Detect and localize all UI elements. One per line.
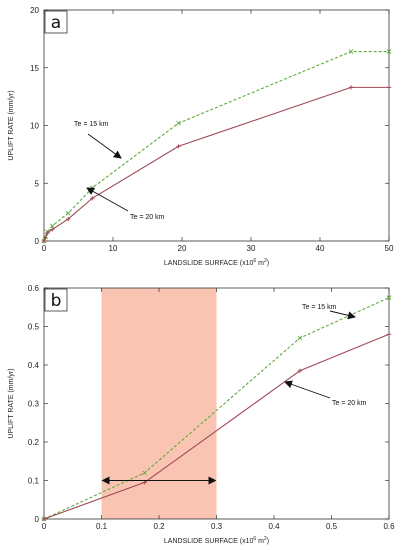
x-axis-label-part: m [256, 538, 264, 545]
x-tick-label: 0.6 [383, 522, 395, 531]
series-point-1 [297, 368, 303, 373]
x-axis-label-part: 2 [264, 258, 267, 264]
panel-label: a [51, 13, 61, 33]
y-tick-label: 15 [30, 64, 39, 73]
y-tick-label: 0 [35, 237, 40, 246]
annotation-label: Te = 20 km [130, 214, 165, 221]
series-point-0 [386, 295, 392, 300]
series-point-1 [45, 230, 50, 236]
x-tick-label: 0 [42, 522, 47, 531]
x-tick-label: 0.3 [211, 522, 223, 531]
x-tick-label: 0 [42, 244, 47, 253]
series-point-0 [142, 470, 147, 476]
x-tick-label: 10 [109, 244, 118, 253]
annotation-label: Te = 20 km [332, 400, 367, 407]
series-point-1 [43, 235, 48, 240]
series-point-1 [65, 216, 71, 222]
series-point-0 [49, 223, 55, 229]
series-point-0 [386, 49, 392, 54]
series-point-1 [386, 332, 392, 337]
annotation-arrow [86, 187, 129, 212]
y-tick-label: 0.5 [28, 323, 40, 332]
y-tick-label: 0.3 [28, 400, 40, 409]
chart-panel-b: 0 0.1 0.2 0.3 0.4 0.5 0.6 0 0.1 0.2 0.3 0.4 0.5 0.6 Te… [8, 284, 395, 545]
series-point-0 [89, 185, 95, 191]
panel-label: b [51, 291, 62, 311]
y-axis-label: UPLIFT RATE (mm/yr) [8, 90, 15, 160]
series-point-1 [90, 196, 95, 201]
panel-label-box [44, 288, 68, 312]
x-axis-label-part: LANDSLIDE SURFACE (x10 [164, 538, 254, 545]
x-axis-label-part: 6 [253, 536, 256, 542]
y-tick-label: 10 [30, 122, 39, 131]
series-point-1 [41, 238, 47, 244]
y-tick-label: 0.2 [28, 438, 40, 447]
panel-label-box [44, 10, 68, 34]
series-point-1 [386, 85, 392, 90]
x-axis-label-part: ) [267, 260, 269, 267]
x-tick-label: 50 [385, 244, 394, 253]
x-axis-label-part: 6 [253, 258, 256, 264]
y-tick-label: 0.6 [28, 284, 40, 293]
series-point-0 [297, 335, 303, 341]
series-line-0 [43, 297, 390, 520]
x-axis-label: LANDSLIDE SURFACE (x106 m2) [164, 258, 269, 267]
x-axis-label-part: ) [267, 538, 269, 545]
x-tick-label: 20 [178, 244, 187, 253]
annotation-label: Te = 15 km [302, 304, 337, 311]
series-point-0 [65, 210, 71, 216]
series-point-0 [348, 49, 354, 54]
series-point-1 [41, 516, 47, 522]
annotation-arrow [87, 133, 122, 159]
x-axis-label-part: LANDSLIDE SURFACE (x10 [164, 260, 254, 267]
x-axis-label-part: 2 [264, 536, 267, 542]
x-tick-label: 0.5 [326, 522, 338, 531]
series-point-1 [50, 227, 55, 232]
annotation-arrow [329, 310, 356, 320]
y-tick-label: 0.4 [28, 361, 40, 370]
annotation-label: Te = 15 km [74, 121, 109, 128]
x-tick-label: 0.1 [96, 522, 108, 531]
series-point-1 [176, 144, 181, 149]
x-tick-label: 30 [247, 244, 256, 253]
annotation-arrow [284, 380, 331, 399]
x-tick-label: 0.2 [153, 522, 165, 531]
chart-panel-a: 0 10 20 30 40 50 0 5 10 15 20 Te = 15 km Te = 20 km a… [8, 6, 394, 267]
series-line-1 [43, 333, 390, 520]
x-tick-label: 40 [316, 244, 325, 253]
x-axis-label-part: m [256, 260, 264, 267]
y-tick-label: 5 [35, 179, 40, 188]
series-line-0 [43, 51, 389, 242]
series-point-1 [348, 85, 354, 90]
x-axis-label: LANDSLIDE SURFACE (x106 m2) [164, 536, 269, 545]
series-line-1 [43, 86, 389, 242]
series-point-0 [176, 120, 181, 126]
y-tick-label: 0 [35, 515, 40, 524]
y-tick-label: 20 [30, 6, 39, 15]
x-tick-label: 0.4 [268, 522, 280, 531]
y-axis-label: UPLIFT RATE (mm/yr) [8, 368, 15, 438]
y-tick-label: 0.1 [28, 477, 40, 486]
